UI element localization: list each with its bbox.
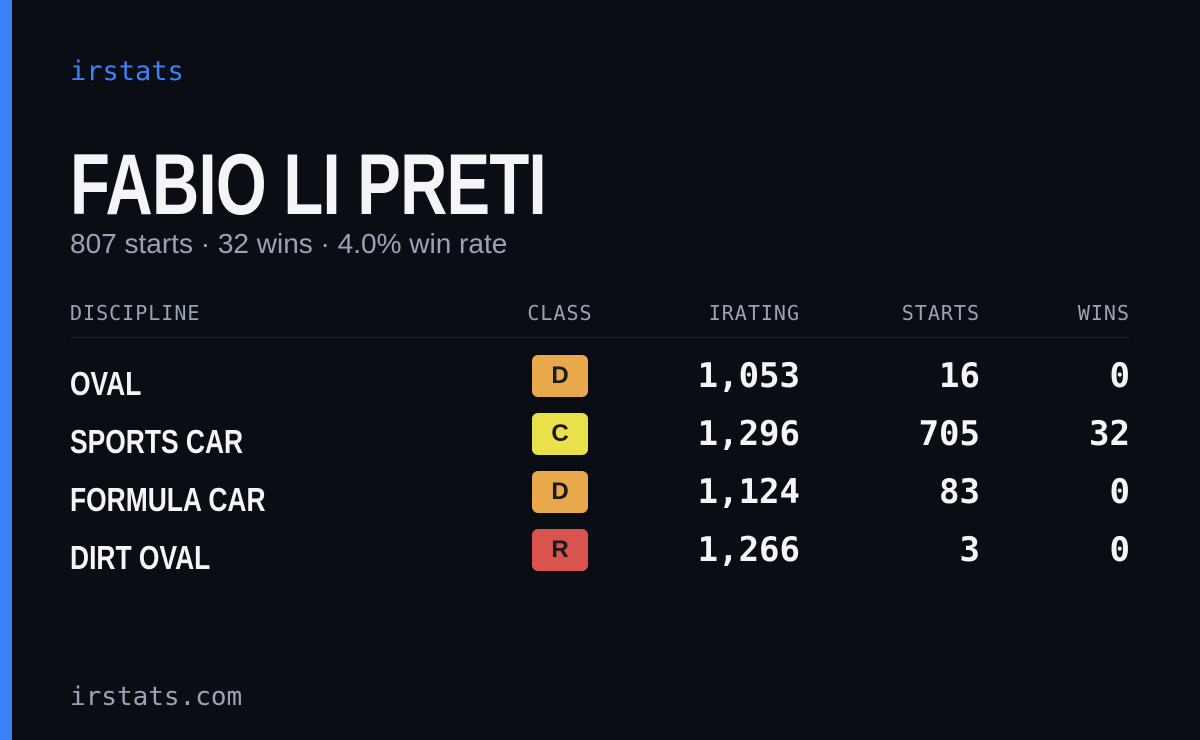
class-badge: D: [532, 355, 588, 397]
stat-value: 1,124: [697, 472, 800, 512]
class-badge: C: [532, 413, 588, 455]
column-header: IRATING: [708, 301, 800, 325]
stat-value: 0: [1109, 530, 1130, 570]
column-header: DISCIPLINE: [70, 301, 201, 325]
stat-value: 1,296: [697, 414, 800, 454]
class-badge: D: [532, 471, 588, 513]
header-rule: [70, 337, 1130, 338]
column-header: WINS: [1077, 301, 1130, 325]
stat-value: 1,266: [697, 530, 800, 570]
stat-value: 1,053: [697, 356, 800, 396]
stat-value: 0: [1109, 356, 1130, 396]
brand: irstats: [70, 56, 184, 87]
stat-value: 0: [1109, 472, 1130, 512]
stat-value: 83: [939, 472, 980, 512]
stat-value: 16: [939, 356, 980, 396]
driver-summary: 807 starts · 32 wins · 4.0% win rate: [70, 228, 508, 259]
class-badge: R: [532, 529, 588, 571]
driver-name: FABIO LI PRETI: [70, 137, 547, 233]
stat-value: 3: [959, 530, 980, 570]
column-header: CLASS: [527, 301, 593, 325]
discipline: DIRT OVAL: [70, 539, 211, 576]
stat-value: 705: [918, 414, 980, 454]
accent-bar: [0, 0, 12, 740]
column-header: STARTS: [901, 301, 980, 325]
discipline: SPORTS CAR: [70, 423, 244, 460]
footer: irstats.com: [70, 682, 243, 712]
stat-value: 32: [1089, 414, 1130, 454]
discipline: FORMULA CAR: [70, 481, 266, 518]
discipline: OVAL: [70, 365, 142, 402]
